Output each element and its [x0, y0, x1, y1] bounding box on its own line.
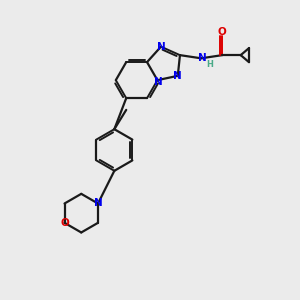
- Text: O: O: [60, 218, 69, 228]
- Text: H: H: [206, 60, 213, 69]
- Text: N: N: [198, 53, 207, 63]
- Text: N: N: [94, 199, 102, 208]
- Text: N: N: [173, 71, 182, 81]
- Text: O: O: [218, 27, 227, 37]
- Text: N: N: [154, 76, 162, 87]
- Text: N: N: [157, 42, 165, 52]
